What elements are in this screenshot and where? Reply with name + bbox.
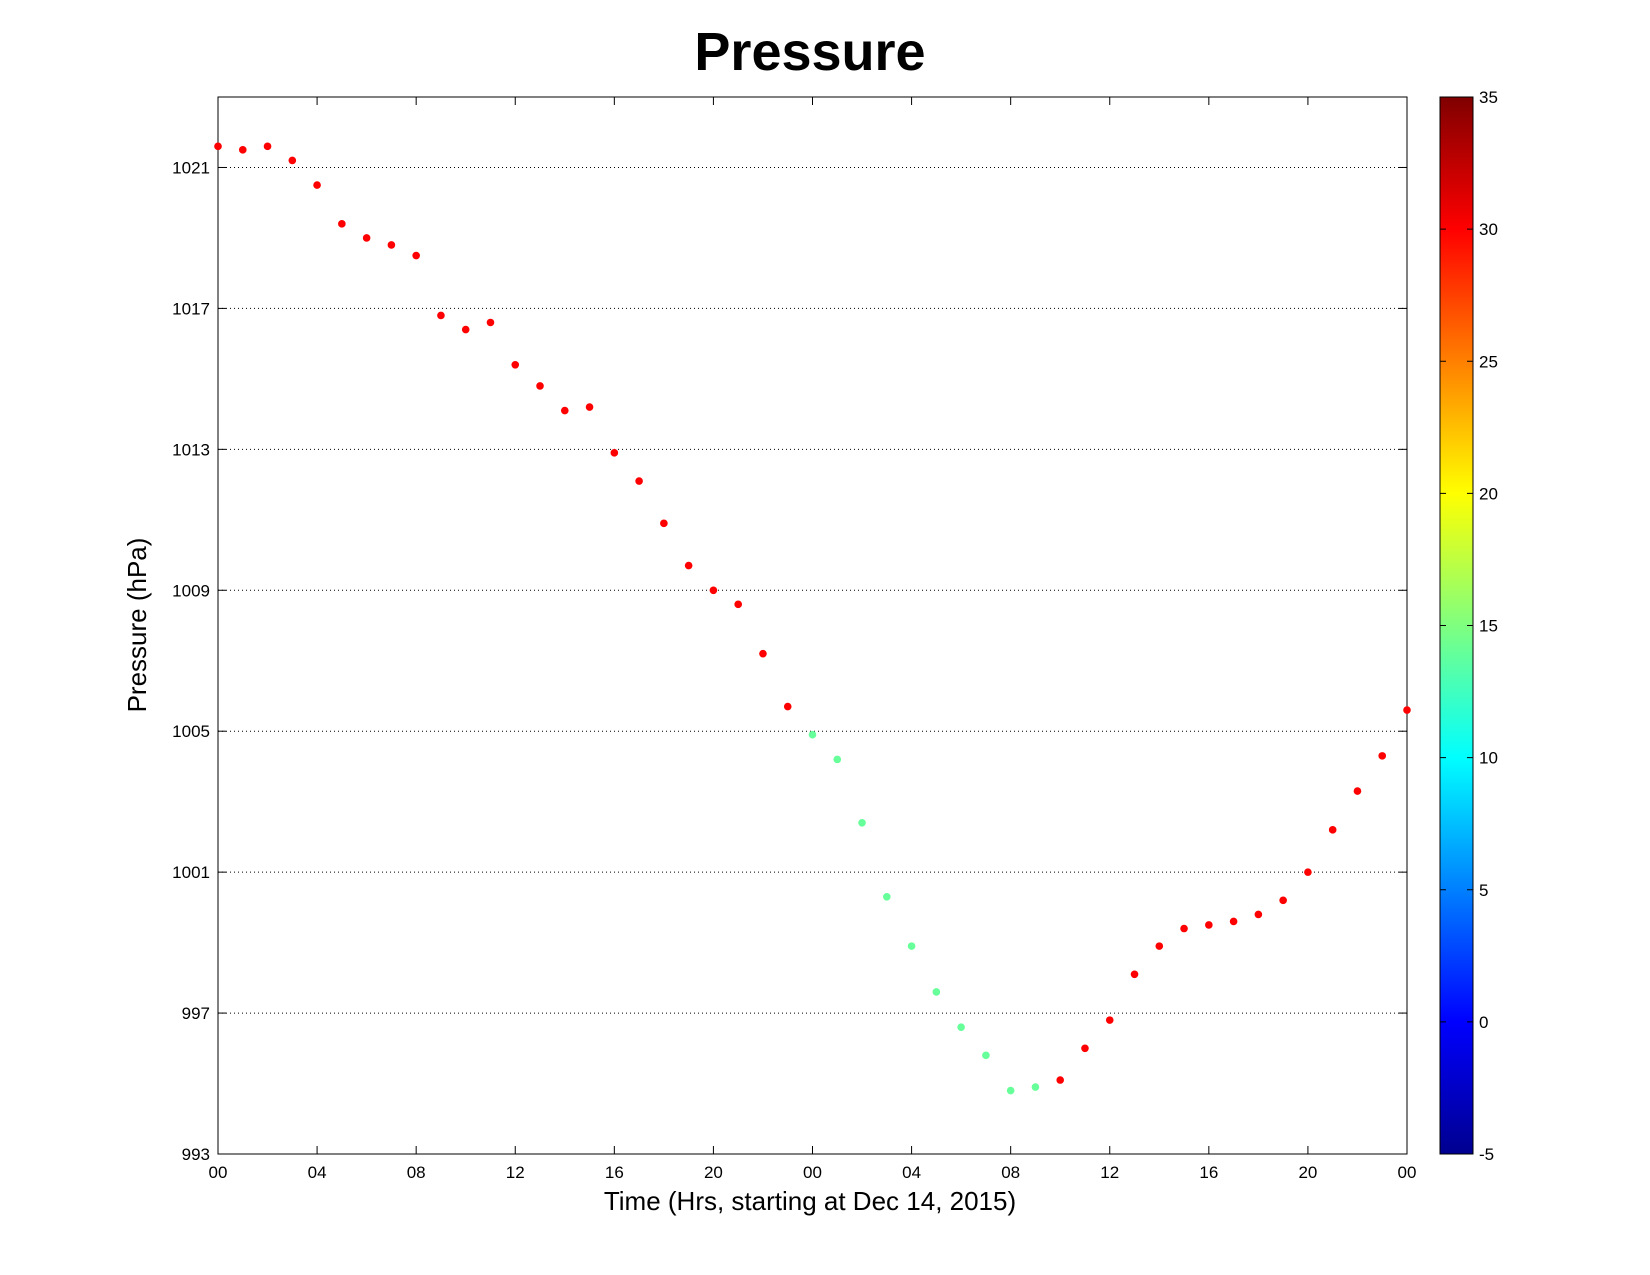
- data-point: [412, 251, 420, 260]
- data-point: [759, 649, 767, 658]
- data-point: [437, 311, 445, 320]
- data-point: [1105, 1016, 1114, 1024]
- colorbar-tick-label: 15: [1479, 617, 1498, 636]
- chart-title: Pressure: [694, 22, 925, 82]
- data-point: [1081, 1044, 1089, 1053]
- data-point: [1328, 826, 1337, 834]
- plot-area: 993 997 1001 1005 1009 1013 1017 1021 00 04 08 12 1…: [172, 96, 1417, 1182]
- colorbar-tick-label: 30: [1479, 220, 1498, 239]
- x-tick-label: 16: [1199, 1163, 1218, 1182]
- data-point: [1205, 921, 1213, 929]
- colorbar-tick-label: 25: [1479, 352, 1498, 371]
- y-tick-label: 993: [182, 1145, 210, 1164]
- y-tick-label: 1001: [172, 863, 210, 882]
- colorbar-tick-label: 35: [1479, 88, 1498, 107]
- x-tick-label: 04: [902, 1163, 921, 1182]
- data-point: [486, 318, 495, 327]
- data-point: [288, 156, 297, 165]
- data-point: [238, 146, 247, 154]
- colorbar-tick-label: 20: [1479, 484, 1498, 503]
- x-axis-label: Time (Hrs, starting at Dec 14, 2015): [604, 1186, 1016, 1216]
- data-point: [635, 477, 643, 485]
- data-point: [957, 1023, 965, 1031]
- data-point: [1229, 917, 1238, 926]
- y-tick-label: 1005: [172, 722, 210, 741]
- colorbar-tick-label: 10: [1479, 749, 1498, 768]
- data-point: [808, 730, 817, 739]
- y-axis-label: Pressure (hPa): [122, 538, 152, 713]
- data-point: [1180, 924, 1188, 933]
- colorbar-tick-label: -5: [1479, 1145, 1494, 1164]
- data-point: [461, 325, 470, 334]
- plot-frame: [217, 96, 1408, 1155]
- data-point: [1031, 1083, 1040, 1091]
- data-point: [1353, 787, 1362, 795]
- data-point: [610, 449, 619, 457]
- data-point: [1403, 706, 1411, 714]
- data-point: [536, 382, 544, 390]
- x-tick-label: 00: [1398, 1163, 1417, 1182]
- data-point: [585, 403, 594, 411]
- data-point: [387, 241, 396, 249]
- y-tick-label: 1021: [172, 158, 210, 177]
- x-tick-label: 04: [308, 1163, 327, 1182]
- data-point: [362, 234, 371, 242]
- data-point: [1130, 970, 1139, 979]
- x-tick-label: 12: [506, 1163, 525, 1182]
- data-point: [684, 561, 693, 570]
- data-point: [313, 181, 321, 189]
- y-tick-label: 997: [182, 1004, 210, 1023]
- colorbar-ticks: -5 0 5 10 15 20 25 30 35: [1440, 88, 1498, 1164]
- data-point: [883, 892, 891, 901]
- data-point: [1006, 1086, 1015, 1095]
- data-point: [511, 360, 520, 369]
- data-point: [1304, 868, 1312, 876]
- y-tick-label: 1013: [172, 440, 210, 459]
- x-tick-label: 20: [1298, 1163, 1317, 1182]
- colorbar-tick-label: 5: [1479, 881, 1488, 900]
- data-point: [1279, 896, 1287, 905]
- data-point: [214, 142, 222, 151]
- data-point: [660, 519, 668, 528]
- x-tick-label: 00: [209, 1163, 228, 1182]
- colorbar-tick-label: 0: [1479, 1013, 1488, 1032]
- data-point: [734, 600, 742, 609]
- colorbar: -5 0 5 10 15 20 25 30 35: [1439, 88, 1498, 1164]
- x-tick-label: 12: [1100, 1163, 1119, 1182]
- data-point: [858, 819, 866, 827]
- data-point: [907, 942, 916, 950]
- x-tick-label: 08: [407, 1163, 426, 1182]
- x-tick-label: 00: [803, 1163, 822, 1182]
- y-axis-ticks: 993 997 1001 1005 1009 1013 1017 1021: [172, 158, 1407, 1164]
- data-point: [560, 406, 569, 415]
- data-point: [1378, 752, 1387, 760]
- data-point: [338, 220, 346, 228]
- data-point: [263, 142, 272, 151]
- data-point: [1056, 1076, 1065, 1084]
- y-tick-label: 1017: [172, 299, 210, 318]
- x-axis-ticks: 00 04 08 12 16 20 00 04 08 12 16 20 00: [209, 97, 1417, 1182]
- data-point: [1155, 942, 1164, 950]
- data-point: [783, 702, 792, 711]
- data-point: [833, 755, 842, 764]
- y-tick-label: 1009: [172, 581, 210, 600]
- x-tick-label: 16: [605, 1163, 624, 1182]
- data-point: [1254, 910, 1263, 919]
- data-point: [982, 1051, 990, 1060]
- data-point: [932, 988, 941, 996]
- data-point: [709, 586, 718, 595]
- x-tick-label: 08: [1001, 1163, 1020, 1182]
- x-tick-label: 20: [704, 1163, 723, 1182]
- data-points: [214, 142, 1411, 1095]
